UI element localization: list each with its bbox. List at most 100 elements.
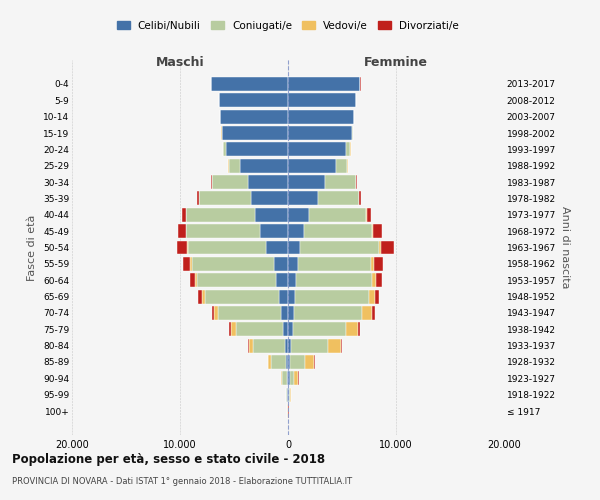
Bar [226,142,288,156]
Bar [304,224,372,238]
Bar [296,274,372,287]
Bar [250,338,253,352]
Bar [236,322,283,336]
Bar [372,306,375,320]
Bar [229,322,230,336]
Bar [211,175,212,189]
Bar [288,257,298,271]
Bar [366,208,367,222]
Bar [290,388,291,402]
Bar [254,208,288,222]
Bar [288,208,309,222]
Bar [288,388,289,402]
Bar [214,306,218,320]
Text: Maschi: Maschi [155,56,205,70]
Bar [359,192,361,205]
Text: PROVINCIA DI NOVARA - Dati ISTAT 1° gennaio 2018 - Elaborazione TUTTITALIA.IT: PROVINCIA DI NOVARA - Dati ISTAT 1° genn… [12,478,352,486]
Bar [288,175,325,189]
Bar [352,126,353,140]
Bar [288,126,352,140]
Bar [211,77,288,91]
Bar [379,240,382,254]
Bar [293,322,346,336]
Bar [372,274,376,287]
Bar [283,322,288,336]
Bar [286,355,288,369]
Legend: Celibi/Nubili, Coniugati/e, Vedovi/e, Divorziati/e: Celibi/Nubili, Coniugati/e, Vedovi/e, Di… [113,16,463,35]
Bar [362,306,372,320]
Bar [358,322,361,336]
Bar [177,240,187,254]
Y-axis label: Fasce di età: Fasce di età [28,214,37,280]
Bar [314,355,315,369]
Bar [295,290,369,304]
Bar [248,338,250,352]
Bar [219,94,288,108]
Bar [325,175,356,189]
Bar [346,322,358,336]
Bar [223,142,226,156]
Bar [305,355,314,369]
Bar [192,257,274,271]
Bar [285,338,288,352]
Bar [288,192,318,205]
Bar [289,388,290,402]
Bar [281,372,282,386]
Bar [248,175,288,189]
Bar [288,110,354,124]
Bar [190,274,194,287]
Bar [185,224,187,238]
Text: Popolazione per età, sesso e stato civile - 2018: Popolazione per età, sesso e stato civil… [12,452,325,466]
Bar [197,274,276,287]
Bar [194,274,197,287]
Bar [288,355,290,369]
Bar [251,192,288,205]
Bar [187,208,254,222]
Bar [373,224,382,238]
Bar [295,372,298,386]
Bar [341,338,342,352]
Bar [212,306,214,320]
Bar [222,126,288,140]
Bar [288,372,290,386]
Bar [274,257,288,271]
Bar [288,322,293,336]
Bar [328,338,341,352]
Bar [279,290,288,304]
Bar [187,224,260,238]
Bar [288,338,292,352]
Bar [382,240,394,254]
Bar [375,290,379,304]
Bar [286,388,287,402]
Bar [288,77,361,91]
Bar [276,274,288,287]
Bar [301,240,379,254]
Bar [182,257,190,271]
Bar [229,159,241,172]
Bar [371,257,374,271]
Bar [205,290,279,304]
Bar [294,306,362,320]
Y-axis label: Anni di nascita: Anni di nascita [560,206,570,289]
Bar [287,372,288,386]
Text: Femmine: Femmine [364,56,428,70]
Bar [198,290,202,304]
Bar [288,94,356,108]
Bar [190,257,192,271]
Bar [288,240,301,254]
Bar [318,192,359,205]
Bar [288,224,304,238]
Bar [288,274,296,287]
Bar [241,159,288,172]
Bar [288,159,335,172]
Bar [271,355,286,369]
Bar [287,388,288,402]
Bar [376,274,382,287]
Bar [281,306,288,320]
Bar [268,355,271,369]
Bar [335,159,347,172]
Bar [290,355,305,369]
Bar [178,224,185,238]
Bar [187,240,188,254]
Bar [218,306,281,320]
